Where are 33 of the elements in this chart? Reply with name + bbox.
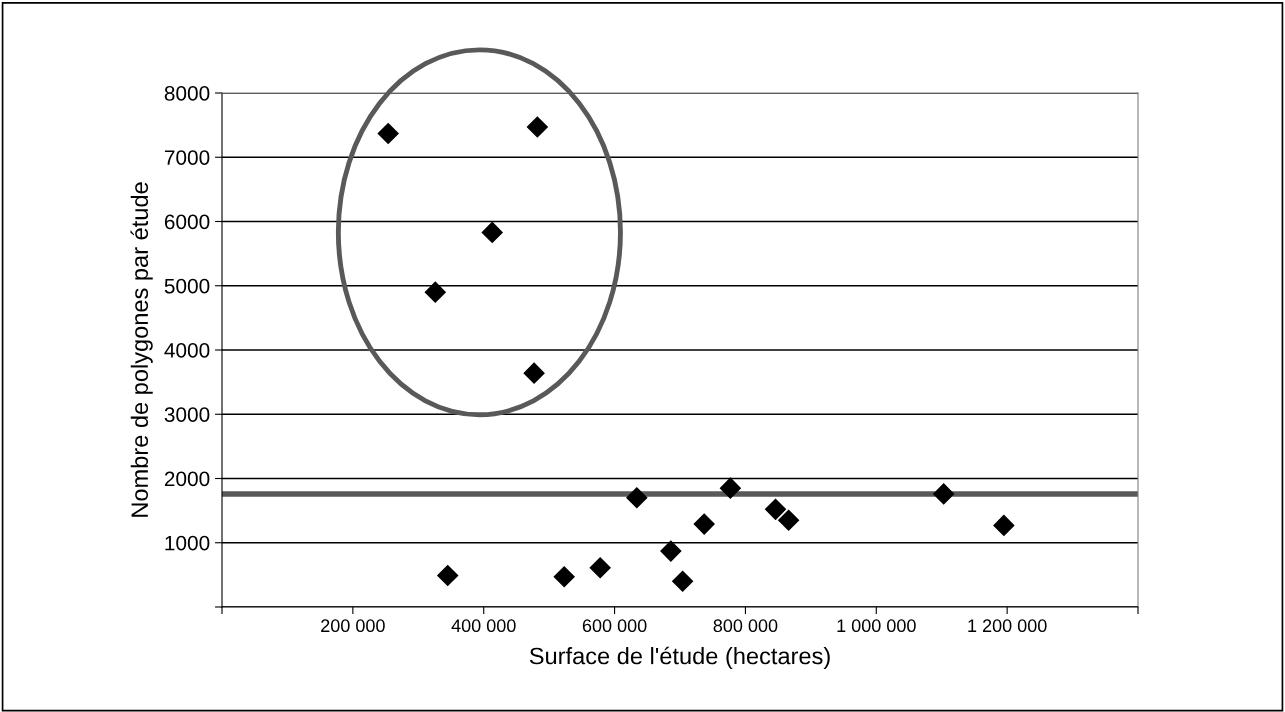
point	[523, 362, 545, 384]
y-tick-label: 2000	[164, 471, 210, 487]
x-tick-label: 400 000	[451, 619, 516, 633]
y-tick-label: 4000	[164, 343, 210, 358]
point	[660, 540, 682, 562]
x-tick-label: 800 000	[713, 619, 778, 633]
point	[437, 565, 459, 587]
point	[993, 514, 1015, 536]
point	[626, 487, 648, 509]
y-tick-label: 7000	[164, 150, 210, 165]
point	[377, 122, 399, 144]
y-tick-label: 8000	[164, 86, 210, 101]
x-tick-label: 200 000	[321, 619, 385, 633]
x-axis-title: Surface de l'étude (hectares)	[529, 646, 830, 670]
point	[672, 570, 694, 592]
x-tick-label: 1 200 000	[968, 619, 1047, 633]
point	[765, 498, 787, 520]
point	[526, 116, 548, 138]
y-tick-label: 6000	[164, 214, 210, 230]
x-tick-label: 1 000 000	[837, 619, 916, 633]
point	[589, 557, 611, 579]
x-tick-label: 600 000	[582, 619, 647, 633]
point	[719, 477, 741, 499]
point	[693, 513, 715, 535]
point	[778, 509, 800, 531]
point	[553, 566, 575, 588]
point	[933, 483, 955, 505]
point	[424, 281, 446, 303]
y-axis-title: Nombre de polygones par étude	[130, 182, 153, 517]
y-tick-label: 1000	[165, 535, 210, 551]
y-tick-label: 3000	[164, 407, 210, 422]
point	[481, 221, 503, 243]
y-tick-label: 5000	[164, 278, 210, 294]
